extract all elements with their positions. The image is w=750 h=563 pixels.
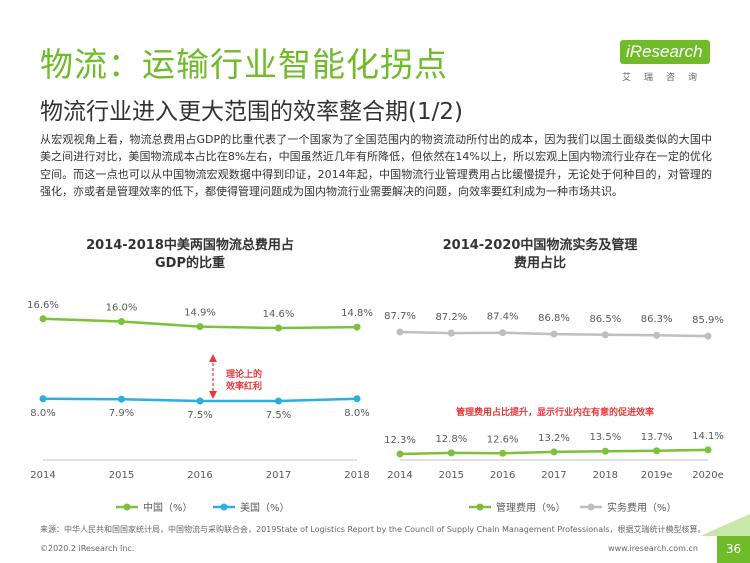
chart2-data-label: 87.7% <box>384 311 416 322</box>
chart1-legend-marker <box>123 503 131 511</box>
chart2-x-tick: 2016 <box>490 470 515 481</box>
chart2-data-label: 13.2% <box>538 433 570 444</box>
chart2-data-label: 87.4% <box>487 312 519 323</box>
chart1-data-point <box>353 323 361 331</box>
chart1-data-point <box>353 395 361 403</box>
chart2-data-label: 86.8% <box>538 313 570 324</box>
chart1-title-line1: 2014-2018中美两国物流总费用占 <box>86 238 294 253</box>
chart1-data-point <box>275 324 282 332</box>
chart2-data-point <box>704 446 712 454</box>
chart2-title: 2014-2020中国物流实务及管理 费用占比 <box>410 237 670 273</box>
chart1-data-point <box>39 395 47 403</box>
chart2-data-point <box>396 328 404 336</box>
chart2-data-label: 13.7% <box>641 432 673 443</box>
page-subtitle: 物流行业进入更大范围的效率整合期(1/2) <box>40 99 463 125</box>
chart2-legend-marker <box>476 503 484 511</box>
chart1-x-tick: 2014 <box>30 470 55 481</box>
chart2-data-point <box>396 450 404 458</box>
chart1-x-tick: 2015 <box>109 470 134 481</box>
chart2-data-label: 87.2% <box>435 312 467 323</box>
chart2-data-label: 85.9% <box>692 315 724 326</box>
chart1-title: 2014-2018中美两国物流总费用占 GDP的比重 <box>60 237 320 273</box>
chart2-legend-label: 实务费用（%） <box>607 501 677 514</box>
chart2-x-tick: 2017 <box>541 470 566 481</box>
chart2-data-label: 14.1% <box>692 431 724 442</box>
chart1-x-tick: 2017 <box>266 470 291 481</box>
chart2-svg: 2014 2015 2016 2017 2018 2019e 2020e 12.3% 12.8%… <box>384 311 724 514</box>
chart2-data-label: 12.3% <box>384 435 416 446</box>
chart1-legend-label: 美国（%） <box>240 501 290 514</box>
chart2-x-tick: 2019e <box>641 470 673 481</box>
chart2-x-tick: 2020e <box>692 470 724 481</box>
efficiency-label-line2: 效率红利 <box>226 380 262 392</box>
logo-sub: 艾瑞咨询 <box>622 73 711 83</box>
chart2-data-label: 12.8% <box>435 434 467 445</box>
chart1-data-label: 14.9% <box>184 308 216 319</box>
chart2-data-point <box>653 331 661 339</box>
chart1-data-point <box>118 318 125 326</box>
chart2-data-point <box>550 330 558 338</box>
chart2-data-label: 86.5% <box>589 314 621 325</box>
chart2-legend-label: 管理费用（%） <box>496 501 566 514</box>
chart2-data-point <box>499 329 507 337</box>
chart1-data-point <box>196 323 204 331</box>
chart2-data-label: 86.3% <box>641 314 673 325</box>
chart2-data-label: 13.5% <box>589 432 621 443</box>
copyright: ©2020.2 iResearch Inc. <box>40 544 135 553</box>
chart1-x-tick: 2016 <box>187 470 212 481</box>
chart2-data-point <box>447 329 455 337</box>
source-note: 来源：中华人民共和国国家统计局，中国物流与采购联合会，2019State of … <box>40 525 706 534</box>
efficiency-label-line1: 理论上的 <box>226 368 262 380</box>
chart1-data-point <box>275 397 282 405</box>
chart1-data-label: 8.0% <box>30 408 55 419</box>
chart1-svg: 2014 2015 2016 2017 2018 16.6% 16.0% 14.9% 14.6%… <box>27 300 373 514</box>
chart1-data-label: 14.6% <box>263 309 295 320</box>
website: www.iresearch.com.cn <box>608 544 698 553</box>
chart2-x-tick: 2018 <box>593 470 618 481</box>
chart2-x-tick: 2014 <box>387 470 412 481</box>
chart1-data-point <box>196 397 204 405</box>
intro-paragraph: 从宏观视角上看，物流总费用占GDP的比重代表了一个国家为了全国范围内的物资流动所… <box>40 133 712 199</box>
corner-decoration <box>700 514 750 536</box>
chart2-title-line2: 费用占比 <box>513 256 566 271</box>
chart1-data-label: 8.0% <box>344 408 369 419</box>
chart1-legend-label: 中国（%） <box>143 501 193 514</box>
chart2-data-point <box>447 449 455 457</box>
chart2-data-label: 12.6% <box>487 434 519 445</box>
efficiency-arrow-up <box>209 354 217 362</box>
iresearch-logo: iResearch 艾瑞咨询 <box>612 40 712 84</box>
chart2-data-point <box>601 331 609 339</box>
chart1-legend-marker <box>220 503 228 511</box>
page-number: 36 <box>717 536 750 563</box>
logo-brand: iResearch <box>620 40 710 64</box>
chart1-data-label: 16.6% <box>27 300 59 311</box>
chart1-data-label: 16.0% <box>106 303 138 314</box>
chart1-data-label: 7.9% <box>109 408 134 419</box>
chart2-data-point <box>499 449 507 457</box>
page-title: 物流：运输行业智能化拐点 <box>40 45 448 84</box>
chart2-legend-marker <box>587 503 595 511</box>
chart1-title-line2: GDP的比重 <box>155 256 225 271</box>
efficiency-arrow-down <box>209 391 217 399</box>
chart2-data-point <box>653 447 661 455</box>
chart2-title-line1: 2014-2020中国物流实务及管理 <box>442 238 638 253</box>
chart2-data-point <box>704 332 712 340</box>
chart2-data-point <box>550 448 558 456</box>
chart1-data-label: 14.8% <box>341 308 373 319</box>
mgmt-growth-annotation: 管理费用占比提升，显示行业内在有意的促进效率 <box>456 406 654 418</box>
chart1-data-label: 7.5% <box>266 410 291 421</box>
chart1-data-label: 7.5% <box>187 410 212 421</box>
chart2-x-tick: 2015 <box>439 470 464 481</box>
chart1-data-point <box>118 395 125 403</box>
chart1-x-tick: 2018 <box>344 470 369 481</box>
chart1-data-point <box>39 315 47 323</box>
chart2-data-point <box>601 447 609 455</box>
